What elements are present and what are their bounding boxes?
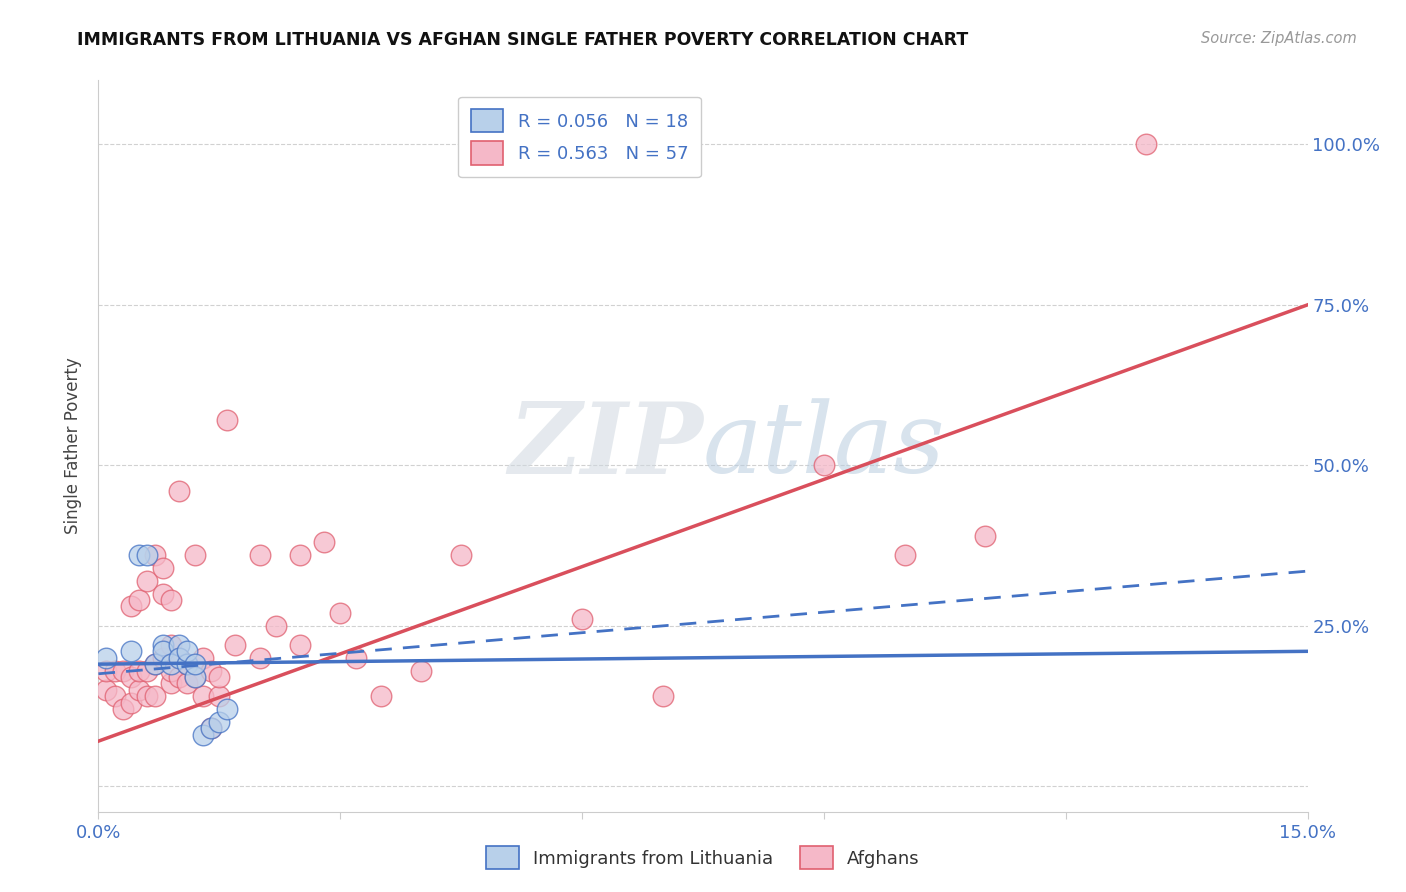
Point [143, 657, 166, 672]
Point [184, 670, 207, 684]
Y-axis label: Single Father Poverty: Single Father Poverty [65, 358, 83, 534]
Point [176, 644, 198, 658]
Text: ZIP: ZIP [508, 398, 703, 494]
Text: atlas: atlas [703, 399, 946, 493]
Legend: R = 0.056   N = 18, R = 0.563   N = 57: R = 0.056 N = 18, R = 0.563 N = 57 [458, 96, 702, 178]
Point [96, 664, 118, 678]
Point [152, 650, 174, 665]
Point [1135, 137, 1157, 152]
Point [143, 657, 166, 672]
Point [208, 690, 231, 704]
Point [167, 638, 190, 652]
Text: IMMIGRANTS FROM LITHUANIA VS AFGHAN SINGLE FATHER POVERTY CORRELATION CHART: IMMIGRANTS FROM LITHUANIA VS AFGHAN SING… [77, 31, 969, 49]
Point [249, 548, 271, 562]
Point [135, 690, 157, 704]
Point [96, 650, 118, 665]
Point [217, 702, 239, 716]
Point [176, 657, 198, 672]
Point [143, 548, 166, 562]
Point [96, 682, 118, 697]
Point [571, 612, 593, 626]
Point [249, 650, 271, 665]
Point [152, 644, 174, 658]
Point [208, 714, 231, 729]
Legend: Immigrants from Lithuania, Afghans: Immigrants from Lithuania, Afghans [477, 838, 929, 879]
Point [135, 664, 157, 678]
Point [128, 682, 150, 697]
Point [160, 638, 183, 652]
Point [409, 664, 432, 678]
Point [264, 618, 287, 632]
Text: Source: ZipAtlas.com: Source: ZipAtlas.com [1201, 31, 1357, 46]
Point [128, 664, 150, 678]
Point [120, 696, 142, 710]
Point [329, 606, 352, 620]
Point [344, 650, 367, 665]
Point [200, 721, 222, 735]
Point [160, 676, 183, 690]
Point [193, 650, 215, 665]
Point [160, 593, 183, 607]
Point [813, 458, 835, 473]
Point [120, 670, 142, 684]
Point [111, 702, 134, 716]
Point [450, 548, 472, 562]
Point [193, 690, 215, 704]
Point [135, 548, 157, 562]
Point [135, 574, 157, 588]
Point [176, 657, 198, 672]
Point [152, 638, 174, 652]
Point [160, 657, 183, 672]
Point [217, 413, 239, 427]
Point [193, 728, 215, 742]
Point [167, 650, 190, 665]
Point [111, 664, 134, 678]
Point [200, 721, 222, 735]
Point [128, 593, 150, 607]
Point [184, 670, 207, 684]
Point [974, 529, 997, 543]
Point [152, 586, 174, 600]
Point [200, 664, 222, 678]
Point [176, 676, 198, 690]
Point [893, 548, 915, 562]
Point [184, 548, 207, 562]
Point [120, 644, 142, 658]
Point [208, 670, 231, 684]
Point [160, 664, 183, 678]
Point [167, 670, 190, 684]
Point [143, 690, 166, 704]
Point [651, 690, 673, 704]
Point [167, 650, 190, 665]
Point [288, 638, 311, 652]
Point [288, 548, 311, 562]
Point [128, 548, 150, 562]
Point [167, 483, 190, 498]
Point [314, 535, 336, 549]
Point [370, 690, 392, 704]
Point [152, 561, 174, 575]
Point [120, 599, 142, 614]
Point [103, 664, 125, 678]
Point [184, 657, 207, 672]
Point [103, 690, 125, 704]
Point [224, 638, 246, 652]
